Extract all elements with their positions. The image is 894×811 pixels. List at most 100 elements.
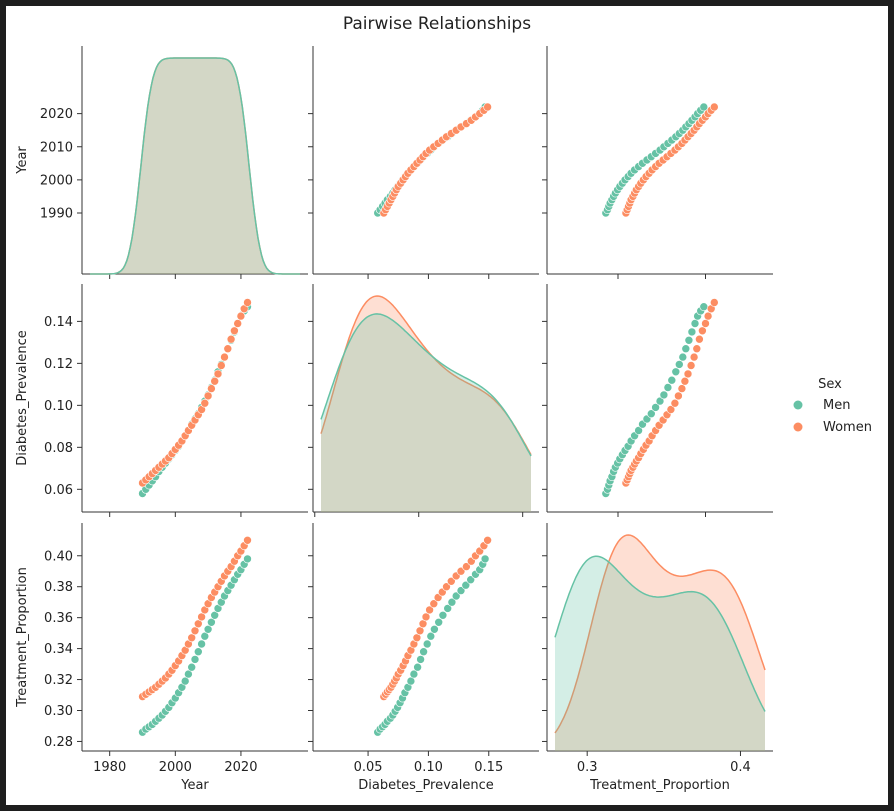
x-tick-label: 1980 xyxy=(93,760,126,775)
scatter-point-women xyxy=(483,535,492,545)
x-axis-label: Year xyxy=(180,778,209,793)
scatter-point-women xyxy=(670,398,680,408)
scatter-point-women xyxy=(680,376,690,386)
scatter-point-men xyxy=(655,396,665,406)
scatter-point-men xyxy=(681,344,691,354)
scatter-point-women xyxy=(243,535,252,545)
scatter-point-women xyxy=(197,612,206,622)
scatter-point-men xyxy=(451,591,461,601)
scatter-point-women xyxy=(703,311,713,321)
figure-canvas: Pairwise Relationships 1990 2000 2010 2020 0… xyxy=(6,6,888,805)
kde-fill-women xyxy=(555,535,765,751)
scatter-point-women xyxy=(187,633,196,643)
scatter-point-men xyxy=(663,383,673,392)
scatter-point-men xyxy=(419,647,428,657)
scatter-point-men xyxy=(480,554,490,564)
y-tick-label: 0.36 xyxy=(44,611,73,626)
scatter-point-women xyxy=(220,352,229,362)
scatter-point-men xyxy=(194,647,203,657)
y-tick-label: 0.38 xyxy=(44,580,73,595)
kde-line-men xyxy=(320,313,532,457)
panel-diabetes_prevalence-vs-treatment_proportion xyxy=(542,284,773,517)
scatter-point-men xyxy=(210,610,219,620)
y-axis-label: Treatment_Proportion xyxy=(15,567,30,708)
scatter-point-men xyxy=(434,617,444,627)
x-tick-label: 0.10 xyxy=(414,760,443,775)
scatter-point-women xyxy=(200,398,210,408)
kde-fill-men xyxy=(555,556,765,751)
legend-label-women: Women xyxy=(823,420,872,435)
scatter-point-women xyxy=(695,334,704,344)
scatter-point-men xyxy=(416,655,425,664)
scatter-point-men xyxy=(413,662,422,672)
scatter-point-women xyxy=(243,298,252,307)
y-tick-label: 0.14 xyxy=(44,315,73,330)
scatter-point-men xyxy=(197,639,206,649)
scatter-point-men xyxy=(699,302,709,312)
panel-diabetes_prevalence-vs-year: 0.06 0.08 0.10 0.12 0.14 xyxy=(44,284,308,517)
scatter-point-men xyxy=(207,617,216,627)
scatter-point-women xyxy=(709,102,719,112)
scatter-point-men xyxy=(438,610,448,620)
scatter-point-women xyxy=(683,369,693,379)
scatter-point-women xyxy=(412,633,422,643)
scatter-point-men xyxy=(203,624,213,634)
scatter-point-men xyxy=(684,335,694,345)
y-tick-label: 1990 xyxy=(40,207,73,222)
kde-fill-men xyxy=(90,58,300,274)
scatter-point-men xyxy=(687,327,697,337)
y-tick-label: 0.32 xyxy=(44,673,73,688)
legend-marker-men xyxy=(793,400,803,410)
scatter-point-men xyxy=(634,426,643,435)
scatter-point-women xyxy=(686,361,696,370)
y-tick-label: 0.06 xyxy=(44,483,73,498)
x-tick-label: 2000 xyxy=(159,760,192,775)
kde-fill-women xyxy=(90,58,300,274)
scatter-point-women xyxy=(709,298,719,307)
y-axis-labels-group: Year Diabetes_Prevalence Treatment_Proport… xyxy=(15,146,30,708)
kde-line-women xyxy=(320,295,532,456)
scatter-point-men xyxy=(422,639,432,649)
scatter-point-women xyxy=(689,352,699,362)
y-tick-label: 0.10 xyxy=(44,399,73,414)
scatter-point-women xyxy=(223,344,233,354)
panels-group: 1990 2000 2010 2020 0.06 0.08 0.10 0.12 0.14 0.28… xyxy=(40,46,773,775)
y-axis-label: Year xyxy=(15,146,30,175)
kde-fill-women xyxy=(321,296,531,512)
scatter-point-women xyxy=(677,384,687,393)
x-axis-label: Treatment_Proportion xyxy=(589,778,730,793)
legend-title: Sex xyxy=(818,377,842,392)
scatter-point-women xyxy=(692,344,702,354)
x-tick-label: 0.05 xyxy=(354,760,383,775)
scatter-point-men xyxy=(447,597,457,607)
scatter-point-men xyxy=(187,662,196,672)
panel-treatment_proportion-vs-diabetes_prevalence: 0.05 0.10 0.15 xyxy=(308,523,539,775)
scatter-point-women xyxy=(203,391,213,401)
scatter-point-women xyxy=(213,369,223,379)
scatter-point-men xyxy=(671,367,681,377)
scatter-point-women xyxy=(666,405,676,414)
panel-year-vs-year: 1990 2000 2010 2020 xyxy=(40,46,308,279)
scatter-point-women xyxy=(236,311,246,321)
y-axis-label: Diabetes_Prevalence xyxy=(15,330,30,466)
scatter-point-men xyxy=(243,554,252,564)
scatter-point-men xyxy=(430,624,439,634)
y-tick-label: 2000 xyxy=(40,173,73,188)
y-tick-label: 0.08 xyxy=(44,441,73,456)
y-tick-label: 0.12 xyxy=(44,357,73,372)
scatter-point-women xyxy=(190,626,200,636)
y-tick-label: 0.40 xyxy=(44,549,73,564)
scatter-point-men xyxy=(190,655,200,664)
x-axis-label: Diabetes_Prevalence xyxy=(358,778,494,793)
kde-line-men xyxy=(90,57,300,275)
scatter-point-women xyxy=(421,612,431,622)
scatter-point-men xyxy=(690,319,700,328)
y-tick-label: 2010 xyxy=(40,140,73,155)
scatter-point-women xyxy=(483,102,492,112)
scatter-point-men xyxy=(443,604,453,613)
scatter-point-men xyxy=(200,631,210,641)
scatter-point-women xyxy=(226,334,236,344)
panel-year-vs-diabetes_prevalence xyxy=(308,46,539,279)
scatter-point-men xyxy=(674,360,684,369)
